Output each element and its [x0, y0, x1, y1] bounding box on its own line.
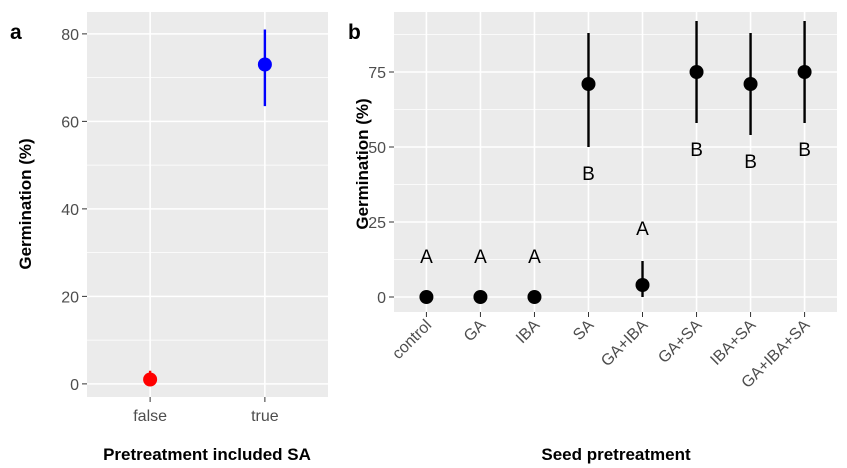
data-point	[743, 77, 758, 91]
panel-b: b 0 25 50 75 control GA IBA SA GA+IBA GA+SA IBA+S…	[348, 12, 837, 464]
panel-b-plot-area	[394, 12, 837, 312]
y-tick-label: 40	[61, 202, 79, 219]
panel-a-plot-area	[87, 12, 328, 397]
y-tick-label: 25	[368, 215, 386, 232]
y-tick-label: 0	[377, 290, 386, 307]
panel-a-y-axis: 0 20 40 60 80	[61, 27, 87, 394]
group-letter-label: A	[474, 247, 487, 268]
data-point	[527, 290, 542, 304]
data-point	[581, 77, 596, 91]
panel-b-tag: b	[348, 21, 361, 44]
data-point	[689, 65, 704, 79]
panel-b-series: A A A B A B B B	[419, 21, 812, 304]
group-letter-label: A	[636, 219, 649, 240]
group-letter-label: B	[690, 140, 703, 161]
x-tick-label: false	[133, 408, 167, 425]
panel-a-series	[143, 29, 272, 387]
y-tick-label: 75	[368, 65, 386, 82]
panel-a: a 0 20 40 60 80 false true Germination (%) Pr…	[10, 12, 328, 464]
panel-a-y-axis-title: Germination (%)	[16, 138, 35, 269]
panel-b-grid	[394, 12, 837, 312]
data-point	[419, 290, 434, 304]
x-tick-label: true	[251, 408, 279, 425]
y-tick-label: 60	[61, 114, 79, 131]
x-tick-label: GA	[461, 317, 490, 346]
group-letter-label: B	[744, 152, 757, 173]
y-tick-label: 20	[61, 289, 79, 306]
panel-b-x-axis-title: Seed pretreatment	[541, 445, 691, 464]
x-tick-label: control	[389, 317, 435, 363]
x-tick-label: SA	[570, 317, 597, 344]
group-letter-label: A	[528, 247, 541, 268]
x-tick-label: IBA	[513, 317, 543, 347]
panel-a-x-axis-title: Pretreatment included SA	[103, 445, 311, 464]
group-letter-label: A	[420, 247, 433, 268]
x-tick-label: GA+IBA	[598, 317, 651, 370]
group-letter-label: B	[582, 164, 595, 185]
y-tick-label: 50	[368, 140, 386, 157]
data-point	[797, 65, 812, 79]
data-point	[473, 290, 488, 304]
data-point	[257, 57, 272, 72]
x-tick-label: IBA+SA	[707, 317, 759, 369]
group-letter-label: B	[798, 140, 811, 161]
y-tick-label: 0	[70, 377, 79, 394]
data-point	[143, 372, 158, 387]
panel-a-x-axis: false true	[133, 397, 279, 425]
panel-b-y-axis: 0 25 50 75	[368, 65, 394, 307]
panel-b-y-axis-title: Germination (%)	[353, 98, 372, 229]
data-point	[635, 278, 650, 292]
y-tick-label: 80	[61, 27, 79, 44]
panel-a-tag: a	[10, 21, 22, 44]
x-tick-label: GA+SA	[655, 317, 705, 367]
